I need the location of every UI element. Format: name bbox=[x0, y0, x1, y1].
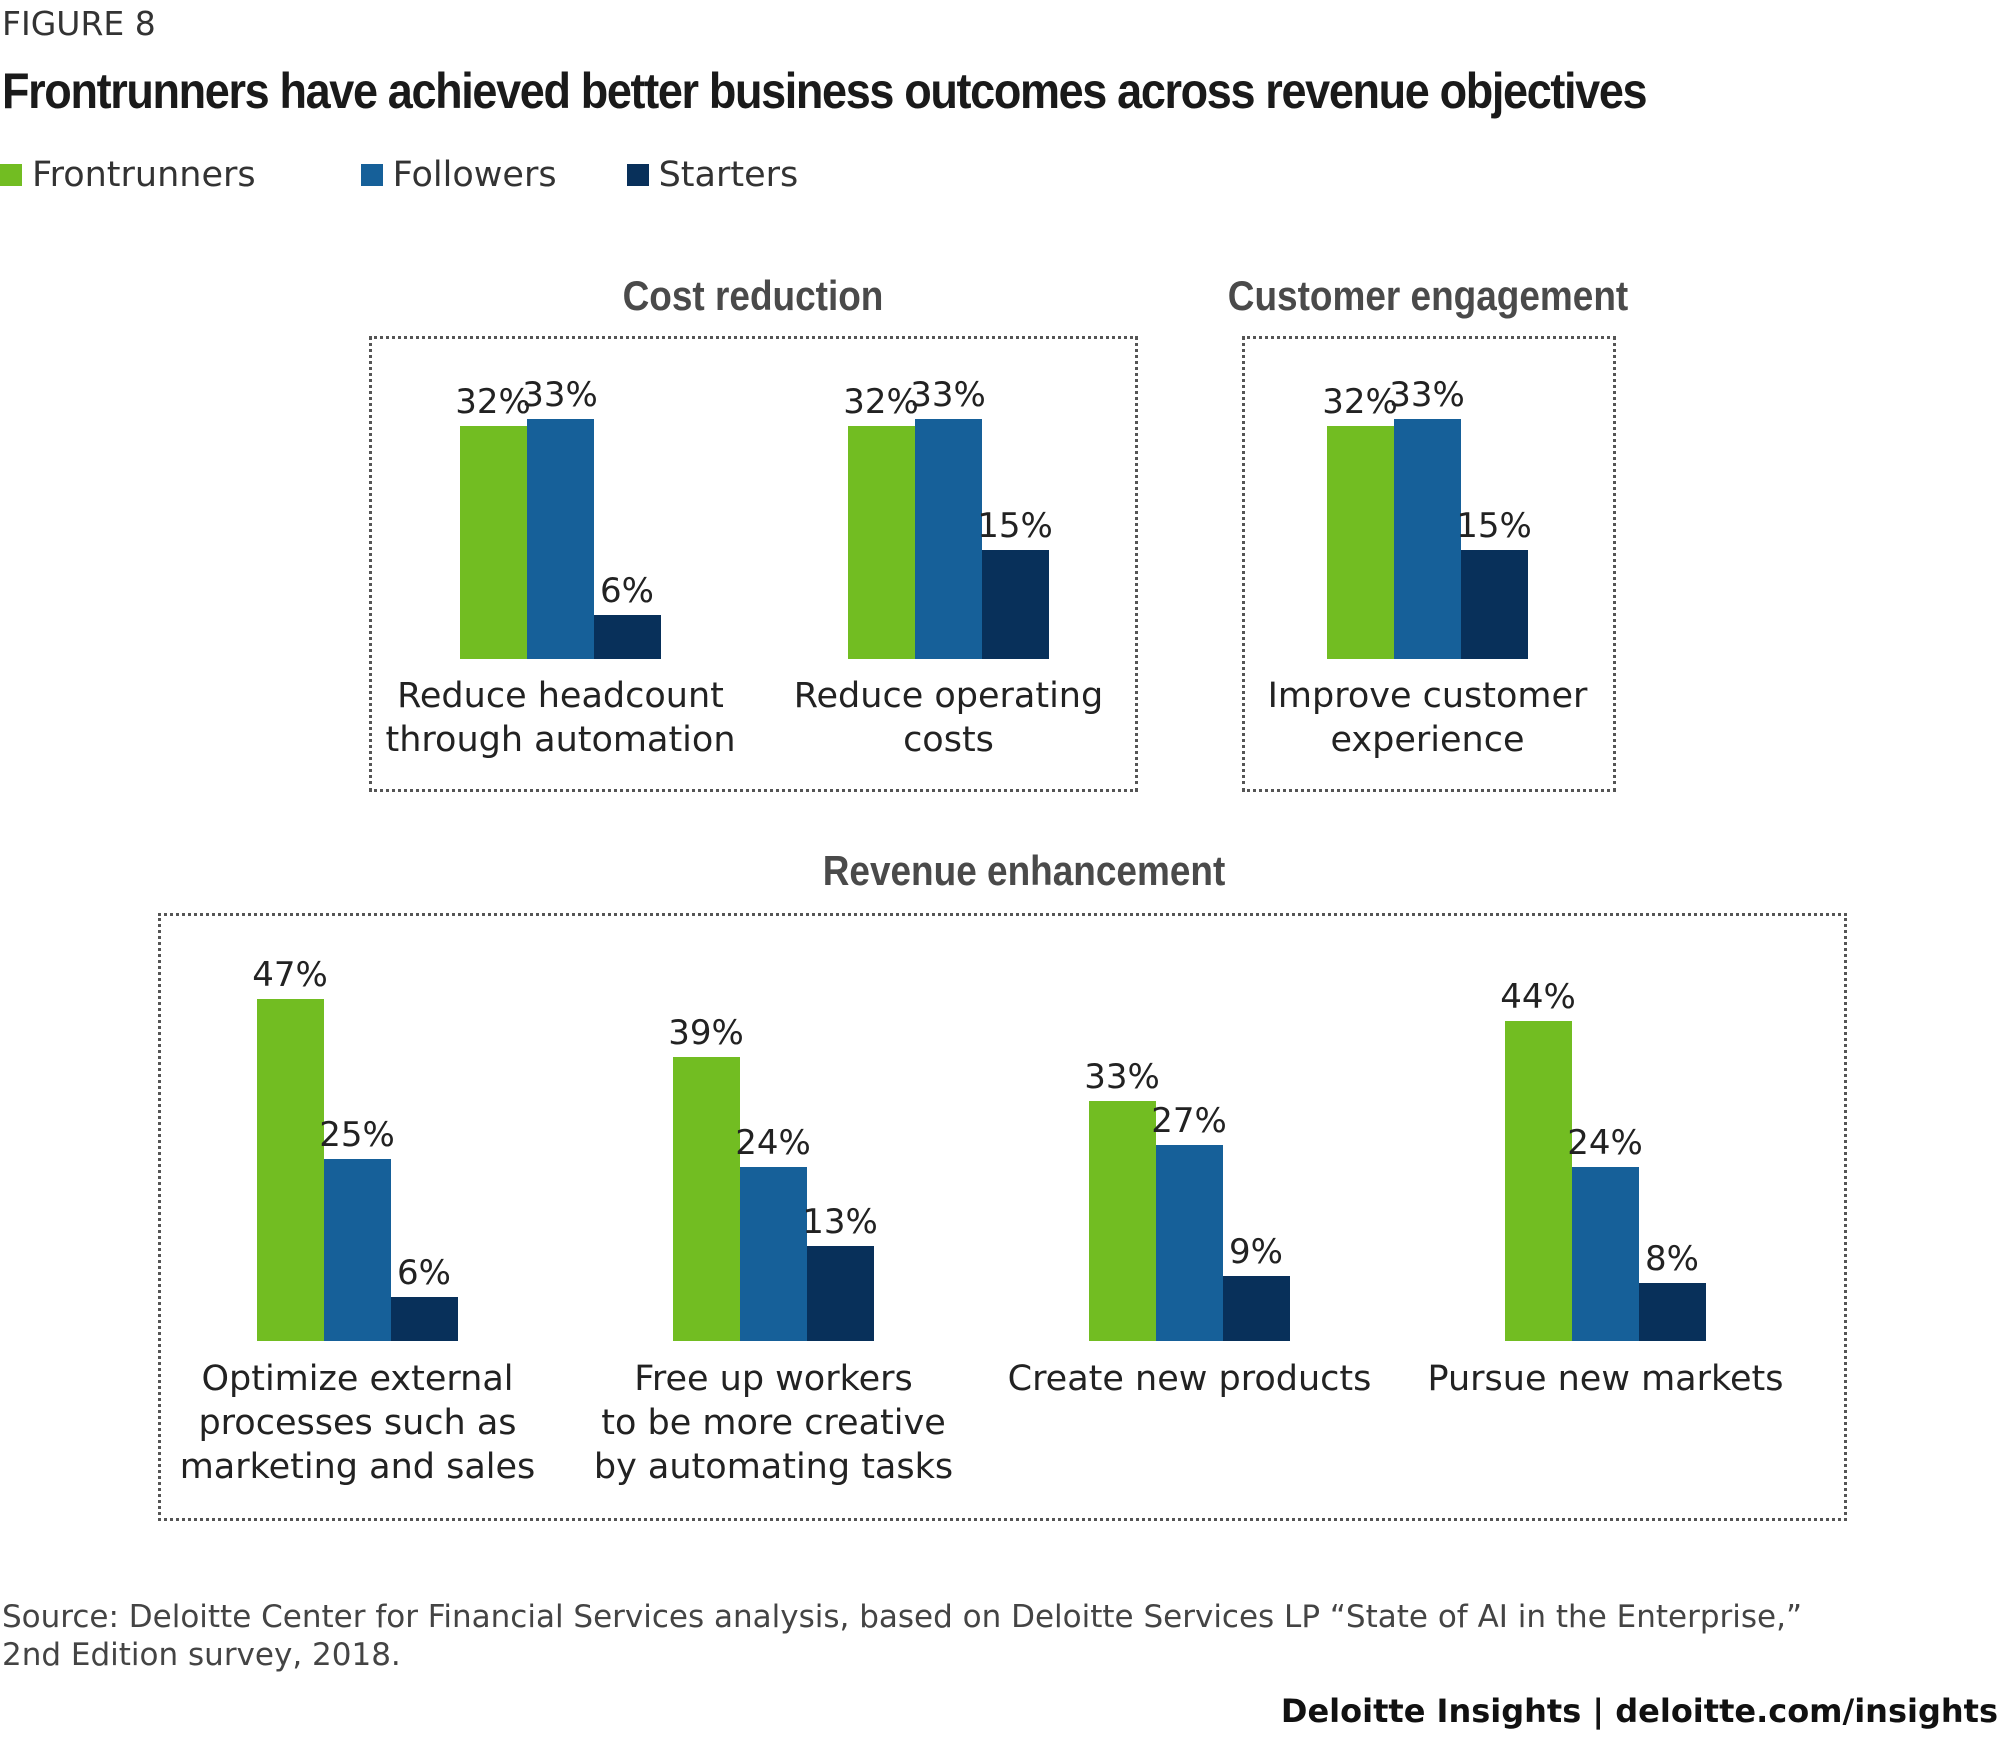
data-label: 39% bbox=[668, 1013, 744, 1054]
bar-followers bbox=[1572, 1166, 1639, 1341]
legend-item-followers: Followers bbox=[360, 155, 557, 195]
legend-label: Starters bbox=[658, 155, 799, 195]
bar-starters bbox=[594, 615, 661, 659]
data-label: 9% bbox=[1229, 1231, 1283, 1272]
brand-footer: Deloitte Insights | deloitte.com/insight… bbox=[1280, 1692, 1998, 1730]
legend-item-starters: Starters bbox=[626, 155, 799, 195]
legend-label: Frontrunners bbox=[32, 155, 256, 195]
data-label: 13% bbox=[802, 1202, 878, 1243]
panel-customer-engagement bbox=[1242, 336, 1616, 792]
figure-label: FIGURE 8 bbox=[2, 4, 156, 43]
group-title-revenue-enhancement: Revenue enhancement bbox=[822, 847, 1226, 894]
bar-starters bbox=[1639, 1282, 1706, 1341]
data-label: 47% bbox=[252, 955, 328, 996]
bar-starters bbox=[1461, 549, 1528, 659]
legend-item-frontrunners: Frontrunners bbox=[0, 155, 256, 195]
bar-followers bbox=[915, 419, 982, 659]
data-label: 24% bbox=[735, 1122, 811, 1163]
panel-revenue-enhancement bbox=[158, 913, 1847, 1521]
group-title-customer-engagement: Customer engagement bbox=[1227, 272, 1629, 319]
bar-starters bbox=[391, 1297, 458, 1341]
bar-frontrunners bbox=[848, 426, 915, 659]
data-label: 6% bbox=[397, 1253, 451, 1294]
category-label: Optimize external processes such as mark… bbox=[179, 1359, 536, 1487]
legend-swatch-starters bbox=[626, 164, 649, 186]
bar-frontrunners bbox=[673, 1057, 740, 1341]
data-label: 32% bbox=[455, 382, 531, 423]
bar-frontrunners bbox=[460, 426, 527, 659]
bar-starters bbox=[807, 1246, 874, 1341]
bar-followers bbox=[527, 419, 594, 659]
legend: Frontrunners Followers Starters bbox=[0, 155, 868, 195]
data-label: 27% bbox=[1151, 1100, 1227, 1141]
category-label: Create new products bbox=[1007, 1359, 1372, 1399]
bar-followers bbox=[1156, 1144, 1223, 1341]
bar-frontrunners bbox=[1327, 426, 1394, 659]
legend-label: Followers bbox=[392, 155, 557, 195]
bar-followers bbox=[1394, 419, 1461, 659]
data-label: 25% bbox=[319, 1115, 395, 1156]
bar-frontrunners bbox=[257, 999, 324, 1341]
panel-cost-reduction bbox=[369, 336, 1138, 792]
legend-swatch-followers bbox=[360, 164, 383, 186]
source-text: Source: Deloitte Center for Financial Se… bbox=[2, 1599, 1802, 1673]
category-label: Reduce headcount through automation bbox=[385, 676, 736, 760]
category-label: Pursue new markets bbox=[1427, 1359, 1784, 1399]
legend-swatch-frontrunners bbox=[0, 164, 22, 186]
bar-frontrunners bbox=[1089, 1101, 1156, 1341]
data-label: 33% bbox=[1084, 1057, 1160, 1098]
data-label: 33% bbox=[1389, 375, 1465, 416]
bar-frontrunners bbox=[1505, 1021, 1572, 1341]
bar-starters bbox=[1223, 1275, 1290, 1341]
data-label: 15% bbox=[977, 505, 1053, 546]
bar-starters bbox=[982, 549, 1049, 659]
data-label: 15% bbox=[1456, 505, 1532, 546]
data-label: 24% bbox=[1567, 1122, 1643, 1163]
data-label: 44% bbox=[1500, 977, 1576, 1018]
chart-title: Frontrunners have achieved better busine… bbox=[2, 63, 1648, 119]
data-label: 8% bbox=[1645, 1238, 1699, 1279]
bar-followers bbox=[324, 1159, 391, 1341]
data-label: 32% bbox=[1322, 382, 1398, 423]
data-label: 32% bbox=[843, 382, 919, 423]
data-label: 6% bbox=[600, 571, 654, 612]
data-label: 33% bbox=[522, 375, 598, 416]
category-label: Free up workers to be more creative by a… bbox=[593, 1359, 954, 1487]
category-label: Reduce operating costs bbox=[793, 676, 1104, 760]
data-label: 33% bbox=[910, 375, 986, 416]
source-note: Source: Deloitte Center for Financial Se… bbox=[2, 1598, 1902, 1674]
category-label: Improve customer experience bbox=[1267, 676, 1588, 760]
group-title-cost-reduction: Cost reduction bbox=[622, 272, 884, 319]
bar-followers bbox=[740, 1166, 807, 1341]
